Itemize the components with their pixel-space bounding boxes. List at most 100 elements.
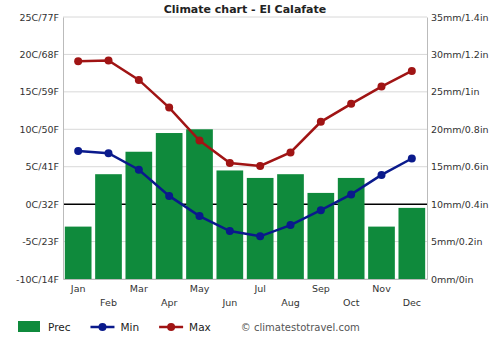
tick: 10mm/0.4in xyxy=(427,199,489,210)
tick: -10C/14F xyxy=(16,274,63,285)
marker xyxy=(378,83,386,91)
legend: Prec Min Max xyxy=(18,321,211,333)
tick: Jul xyxy=(253,279,265,294)
marker xyxy=(256,232,264,240)
marker xyxy=(165,104,173,112)
bar xyxy=(338,178,365,279)
tick: 10C/50F xyxy=(20,124,63,135)
marker xyxy=(317,118,325,126)
tick: 15mm/0.6in xyxy=(427,161,489,172)
x-axis: Jan Feb Mar Apr May Jun Jul Aug Sep Oct Nov Dec xyxy=(64,279,428,308)
tick: Oct xyxy=(343,279,360,308)
marker xyxy=(74,57,82,65)
legend-label: Min xyxy=(120,321,139,333)
tick: Aug xyxy=(281,279,300,308)
tick-label: 25C/77F xyxy=(20,12,59,23)
marker xyxy=(196,212,204,220)
tick: Jun xyxy=(221,279,237,308)
tick-label: 0C/32F xyxy=(26,199,59,210)
marker xyxy=(165,192,173,200)
tick-label: Jul xyxy=(253,283,265,294)
marker xyxy=(347,190,355,198)
tick: -5C/23F xyxy=(22,236,63,247)
tick: 30mm/1.2in xyxy=(427,49,489,60)
marker xyxy=(408,154,416,162)
tick-label: 20C/68F xyxy=(20,49,59,60)
axis-line xyxy=(64,279,428,280)
y-axis: -10C/14F -5C/23F 0C/32F 5C/41F 10C/50F 15C/59… xyxy=(16,12,63,285)
tick-label: 5mm/0.2in xyxy=(431,236,483,247)
tick-label: Dec xyxy=(403,297,421,308)
grid-line xyxy=(63,129,427,130)
title: Climate chart - El Calafate xyxy=(164,3,326,16)
legend-item: Prec xyxy=(18,321,71,333)
tick: Apr xyxy=(161,279,178,308)
legend-label: Prec xyxy=(48,321,71,333)
marker xyxy=(408,67,416,75)
tick-label: 20mm/0.8in xyxy=(431,124,489,135)
tick-label: May xyxy=(190,283,210,294)
marker xyxy=(347,100,355,108)
legend-label: Max xyxy=(189,321,211,333)
bar xyxy=(398,208,425,279)
bar xyxy=(156,133,183,279)
axis-line xyxy=(427,18,428,280)
tick: 0C/32F xyxy=(26,199,63,210)
tick-label: Jun xyxy=(221,297,237,308)
grid xyxy=(63,17,427,279)
bar xyxy=(125,152,152,279)
tick-label: Aug xyxy=(281,297,300,308)
line xyxy=(78,60,412,166)
tick: 5mm/0.2in xyxy=(427,236,483,247)
marker xyxy=(378,171,386,179)
grid-line xyxy=(63,166,427,167)
annotation: © climatestotravel.com xyxy=(241,322,360,333)
marker xyxy=(105,56,113,64)
tick: 5C/41F xyxy=(26,161,63,172)
y2-axis: 0mm/0in 5mm/0.2in 10mm/0.4in 15mm/0.6in 20mm… xyxy=(427,12,489,285)
tick-label: -10C/14F xyxy=(16,274,59,285)
tick-label: 30mm/1.2in xyxy=(431,49,489,60)
tick-label: 15C/59F xyxy=(20,86,59,97)
tick: May xyxy=(190,279,210,294)
legend-marker xyxy=(98,323,106,331)
marker xyxy=(256,162,264,170)
tick-label: Sep xyxy=(312,283,330,294)
marker xyxy=(105,149,113,157)
tick: Mar xyxy=(130,279,148,294)
tick-label: 35mm/1.4in xyxy=(431,12,489,23)
tick-label: 15mm/0.6in xyxy=(431,161,489,172)
tick: Nov xyxy=(372,279,391,294)
bar xyxy=(368,227,395,279)
tick-label: 10mm/0.4in xyxy=(431,199,489,210)
tick: Feb xyxy=(100,279,117,308)
tick-label: Mar xyxy=(130,283,148,294)
marker xyxy=(74,147,82,155)
tick: 15C/59F xyxy=(20,86,63,97)
marker xyxy=(135,76,143,84)
tick-label: 0mm/0in xyxy=(431,274,473,285)
marker xyxy=(226,227,234,235)
grid-line xyxy=(63,17,427,18)
axis-line xyxy=(63,18,64,280)
marker xyxy=(226,159,234,167)
bar xyxy=(95,174,122,279)
marker xyxy=(317,206,325,214)
tick: Dec xyxy=(403,279,421,308)
tick: 20mm/0.8in xyxy=(427,124,489,135)
tick-label: Nov xyxy=(372,283,391,294)
tick: 35mm/1.4in xyxy=(427,12,489,23)
marker xyxy=(287,148,295,156)
grid-line xyxy=(63,54,427,55)
tick-label: Jan xyxy=(70,283,86,294)
bar xyxy=(186,129,213,279)
tick: Sep xyxy=(312,279,330,294)
plot-area xyxy=(65,56,425,279)
tick: 20C/68F xyxy=(20,49,63,60)
bar xyxy=(216,170,243,279)
tick-label: -5C/23F xyxy=(22,236,59,247)
legend-swatch xyxy=(18,321,40,332)
legend-marker xyxy=(167,323,175,331)
marker xyxy=(135,166,143,174)
tick-label: Feb xyxy=(100,297,117,308)
